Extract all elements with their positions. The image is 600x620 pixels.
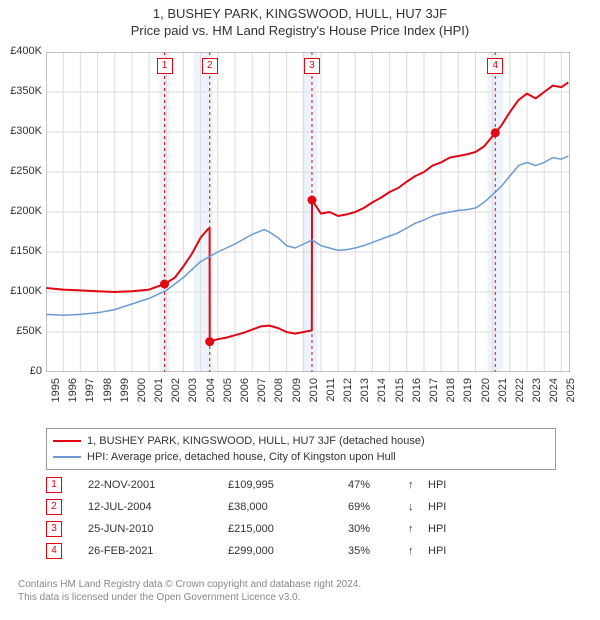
x-tick-label: 2022: [514, 378, 526, 418]
transaction-date: 22-NOV-2001: [88, 479, 228, 491]
x-tick-label: 2017: [428, 378, 440, 418]
x-tick-label: 2019: [462, 378, 474, 418]
transaction-pct: 30%: [348, 523, 408, 535]
x-tick-label: 2023: [531, 378, 543, 418]
legend-row: 1, BUSHEY PARK, KINGSWOOD, HULL, HU7 3JF…: [53, 433, 549, 449]
y-tick-label: £300K: [2, 125, 42, 137]
x-tick-label: 2003: [187, 378, 199, 418]
transaction-pct: 69%: [348, 501, 408, 513]
x-tick-label: 2013: [359, 378, 371, 418]
x-tick-label: 2001: [153, 378, 165, 418]
transaction-date: 12-JUL-2004: [88, 501, 228, 513]
y-tick-label: £400K: [2, 45, 42, 57]
x-tick-label: 2010: [308, 378, 320, 418]
transaction-pct: 35%: [348, 545, 408, 557]
x-tick-label: 2024: [548, 378, 560, 418]
x-tick-label: 2011: [325, 378, 337, 418]
transactions-table: 122-NOV-2001£109,99547%↑HPI212-JUL-2004£…: [46, 474, 556, 562]
arrow-up-icon: ↑: [408, 545, 428, 557]
x-tick-label: 2020: [480, 378, 492, 418]
legend-swatch: [53, 456, 81, 458]
x-tick-label: 1996: [67, 378, 79, 418]
x-tick-label: 2012: [342, 378, 354, 418]
transaction-row: 1 22-NOV-2001£109,99547%↑HPI: [46, 474, 556, 496]
x-tick-label: 2002: [170, 378, 182, 418]
legend-label: 1, BUSHEY PARK, KINGSWOOD, HULL, HU7 3JF…: [87, 435, 425, 447]
x-tick-label: 1999: [119, 378, 131, 418]
x-tick-label: 1995: [50, 378, 62, 418]
x-tick-label: 2018: [445, 378, 457, 418]
price-chart: [46, 52, 570, 372]
x-tick-label: 2021: [497, 378, 509, 418]
y-tick-label: £200K: [2, 205, 42, 217]
y-tick-label: £100K: [2, 285, 42, 297]
footer-attribution: Contains HM Land Registry data © Crown c…: [18, 578, 582, 604]
x-tick-label: 2004: [205, 378, 217, 418]
y-tick-label: £350K: [2, 85, 42, 97]
transaction-marker: 3: [46, 521, 62, 537]
arrow-up-icon: ↑: [408, 479, 428, 491]
x-tick-label: 1997: [84, 378, 96, 418]
page-subtitle: Price paid vs. HM Land Registry's House …: [0, 21, 600, 42]
sale-marker: 3: [304, 58, 320, 74]
x-tick-label: 2014: [376, 378, 388, 418]
transaction-ref: HPI: [428, 545, 468, 557]
legend-row: HPI: Average price, detached house, City…: [53, 449, 549, 465]
x-tick-label: 2009: [291, 378, 303, 418]
arrow-up-icon: ↑: [408, 523, 428, 535]
transaction-marker: 1: [46, 477, 62, 493]
transaction-price: £109,995: [228, 479, 348, 491]
y-tick-label: £50K: [2, 325, 42, 337]
sale-marker: 1: [157, 58, 173, 74]
x-tick-label: 2015: [394, 378, 406, 418]
transaction-price: £215,000: [228, 523, 348, 535]
legend-label: HPI: Average price, detached house, City…: [87, 451, 396, 463]
transaction-row: 3 25-JUN-2010£215,00030%↑HPI: [46, 518, 556, 540]
transaction-ref: HPI: [428, 479, 468, 491]
transaction-marker: 2: [46, 499, 62, 515]
transaction-row: 4 26-FEB-2021£299,00035%↑HPI: [46, 540, 556, 562]
transaction-row: 2 12-JUL-2004£38,00069%↓HPI: [46, 496, 556, 518]
legend-swatch: [53, 440, 81, 442]
transaction-ref: HPI: [428, 501, 468, 513]
transaction-pct: 47%: [348, 479, 408, 491]
footer-line-2: This data is licensed under the Open Gov…: [18, 591, 582, 604]
x-tick-label: 2005: [222, 378, 234, 418]
transaction-date: 25-JUN-2010: [88, 523, 228, 535]
x-tick-label: 2008: [273, 378, 285, 418]
x-tick-label: 2006: [239, 378, 251, 418]
y-tick-label: £0: [2, 365, 42, 377]
x-tick-label: 1998: [102, 378, 114, 418]
sale-marker: 2: [202, 58, 218, 74]
page-title: 1, BUSHEY PARK, KINGSWOOD, HULL, HU7 3JF: [0, 0, 600, 21]
sale-marker: 4: [487, 58, 503, 74]
transaction-date: 26-FEB-2021: [88, 545, 228, 557]
transaction-price: £38,000: [228, 501, 348, 513]
x-tick-label: 2025: [565, 378, 577, 418]
y-tick-label: £250K: [2, 165, 42, 177]
transaction-ref: HPI: [428, 523, 468, 535]
y-tick-label: £150K: [2, 245, 42, 257]
page: 1, BUSHEY PARK, KINGSWOOD, HULL, HU7 3JF…: [0, 0, 600, 620]
x-tick-label: 2016: [411, 378, 423, 418]
chart-legend: 1, BUSHEY PARK, KINGSWOOD, HULL, HU7 3JF…: [46, 428, 556, 470]
transaction-price: £299,000: [228, 545, 348, 557]
arrow-down-icon: ↓: [408, 501, 428, 513]
transaction-marker: 4: [46, 543, 62, 559]
footer-line-1: Contains HM Land Registry data © Crown c…: [18, 578, 582, 591]
x-tick-label: 2007: [256, 378, 268, 418]
x-tick-label: 2000: [136, 378, 148, 418]
